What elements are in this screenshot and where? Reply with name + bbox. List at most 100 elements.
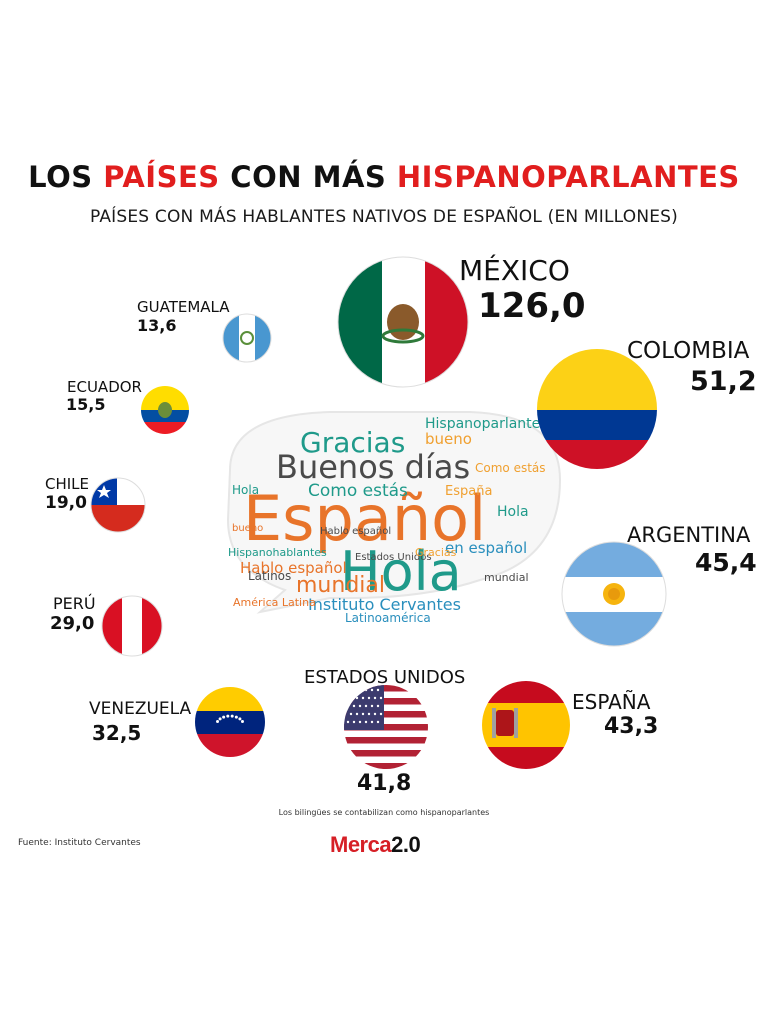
flag-spain-icon [482, 681, 570, 769]
label-argentina: ARGENTINA [627, 523, 751, 547]
title-part-1: LOS [28, 160, 104, 194]
us-star [361, 712, 365, 716]
word-cloud-bubble [226, 411, 562, 614]
value-spain: 43,3 [604, 714, 659, 739]
flag-usa-icon [344, 685, 428, 769]
us-star [376, 720, 380, 724]
cloud-word: América Latina [233, 596, 316, 609]
title-part-2: PAÍSES [103, 160, 220, 194]
us-star [352, 688, 356, 692]
us-star [358, 688, 362, 692]
us-star [352, 720, 356, 724]
logo-text-b: 2.0 [391, 832, 421, 857]
label-colombia: COLOMBIA [627, 338, 750, 364]
cloud-word: Hablo español [320, 526, 391, 537]
logo-text-a: Merca [330, 832, 392, 857]
cloud-word: Como estás [308, 481, 408, 501]
title-part-3: CON MÁS [219, 160, 397, 194]
ve-star [240, 719, 244, 723]
chart-subtitle: PAÍSES CON MÁS HABLANTES NATIVOS DE ESPA… [89, 207, 679, 227]
cloud-word: Hablo español [240, 559, 347, 577]
us-star [376, 688, 380, 692]
cloud-word: Español [243, 482, 486, 555]
ve-star [238, 717, 242, 721]
cloud-word: Como estás [475, 461, 546, 475]
cloud-word: Hola [497, 504, 529, 520]
label-chile: CHILE [45, 475, 90, 493]
us-star [379, 696, 383, 700]
value-chile: 19,0 [45, 493, 87, 513]
cloud-word: Hola [340, 540, 462, 603]
cloud-word: Gracias [415, 546, 457, 559]
value-usa: 41,8 [357, 771, 412, 796]
us-star [367, 712, 371, 716]
cloud-word: bueno [232, 523, 263, 534]
cloud-word: Estados Unidos [355, 552, 432, 563]
cloud-word: mundial [296, 573, 385, 598]
cloud-word: Instituto Cervantes [308, 595, 461, 614]
us-star [370, 720, 374, 724]
us-star [361, 696, 365, 700]
us-star [358, 720, 362, 724]
value-venezuela: 32,5 [92, 721, 142, 745]
ve-star [216, 719, 220, 723]
us-star [364, 688, 368, 692]
us-star [346, 688, 350, 692]
cloud-word: España [445, 484, 492, 499]
us-stripe [344, 750, 428, 757]
cloud-word: en español [445, 539, 527, 557]
us-star [355, 696, 359, 700]
us-star [346, 704, 350, 708]
us-star [352, 704, 356, 708]
flag-peru-icon [102, 596, 162, 656]
us-star [349, 696, 353, 700]
flag-guatemala-icon [223, 314, 271, 362]
us-stripe [344, 724, 428, 731]
label-usa: ESTADOS UNIDOS [304, 667, 466, 688]
value-colombia: 51,2 [690, 366, 757, 397]
footnote: Los bilingües se contabilizan como hispa… [278, 808, 490, 817]
cloud-word: bueno [425, 430, 472, 448]
value-argentina: 45,4 [695, 548, 757, 577]
ve-star [226, 714, 230, 718]
flag-colombia-icon [537, 349, 657, 469]
us-stripe [344, 698, 428, 705]
cloud-word: Hola [232, 483, 259, 497]
value-ecuador: 15,5 [66, 395, 106, 414]
label-mexico: MÉXICO [459, 254, 570, 287]
us-star [379, 712, 383, 716]
value-guatemala: 13,6 [137, 316, 177, 335]
ve-star [222, 715, 226, 719]
us-star [349, 712, 353, 716]
label-guatemala: GUATEMALA [137, 298, 230, 316]
label-spain: ESPAÑA [572, 690, 651, 714]
us-star [367, 696, 371, 700]
us-stripe [344, 711, 428, 718]
value-peru: 29,0 [50, 613, 95, 634]
title-part-4: HISPANOPARLANTES [396, 160, 740, 194]
us-star [364, 704, 368, 708]
us-star [355, 712, 359, 716]
chart-title: LOS PAÍSES CON MÁS HISPANOPARLANTES [0, 160, 768, 194]
us-star [376, 704, 380, 708]
us-stripe [344, 737, 428, 744]
us-star [370, 688, 374, 692]
us-star [370, 704, 374, 708]
us-star [346, 720, 350, 724]
ve-star [218, 717, 222, 721]
us-star [364, 720, 368, 724]
source-text: Fuente: Instituto Cervantes [18, 838, 141, 848]
label-peru: PERÚ [53, 594, 96, 613]
flag-mexico-icon [338, 257, 468, 387]
us-stripe [344, 763, 428, 769]
cloud-word: Latinos [248, 569, 291, 583]
us-star [358, 704, 362, 708]
ve-star [230, 714, 234, 718]
us-star [373, 712, 377, 716]
label-venezuela: VENEZUELA [89, 699, 192, 719]
flag-argentina-icon [562, 542, 666, 646]
merca-logo: Merca2.0 [330, 832, 421, 858]
cloud-word: Buenos días [276, 448, 470, 486]
